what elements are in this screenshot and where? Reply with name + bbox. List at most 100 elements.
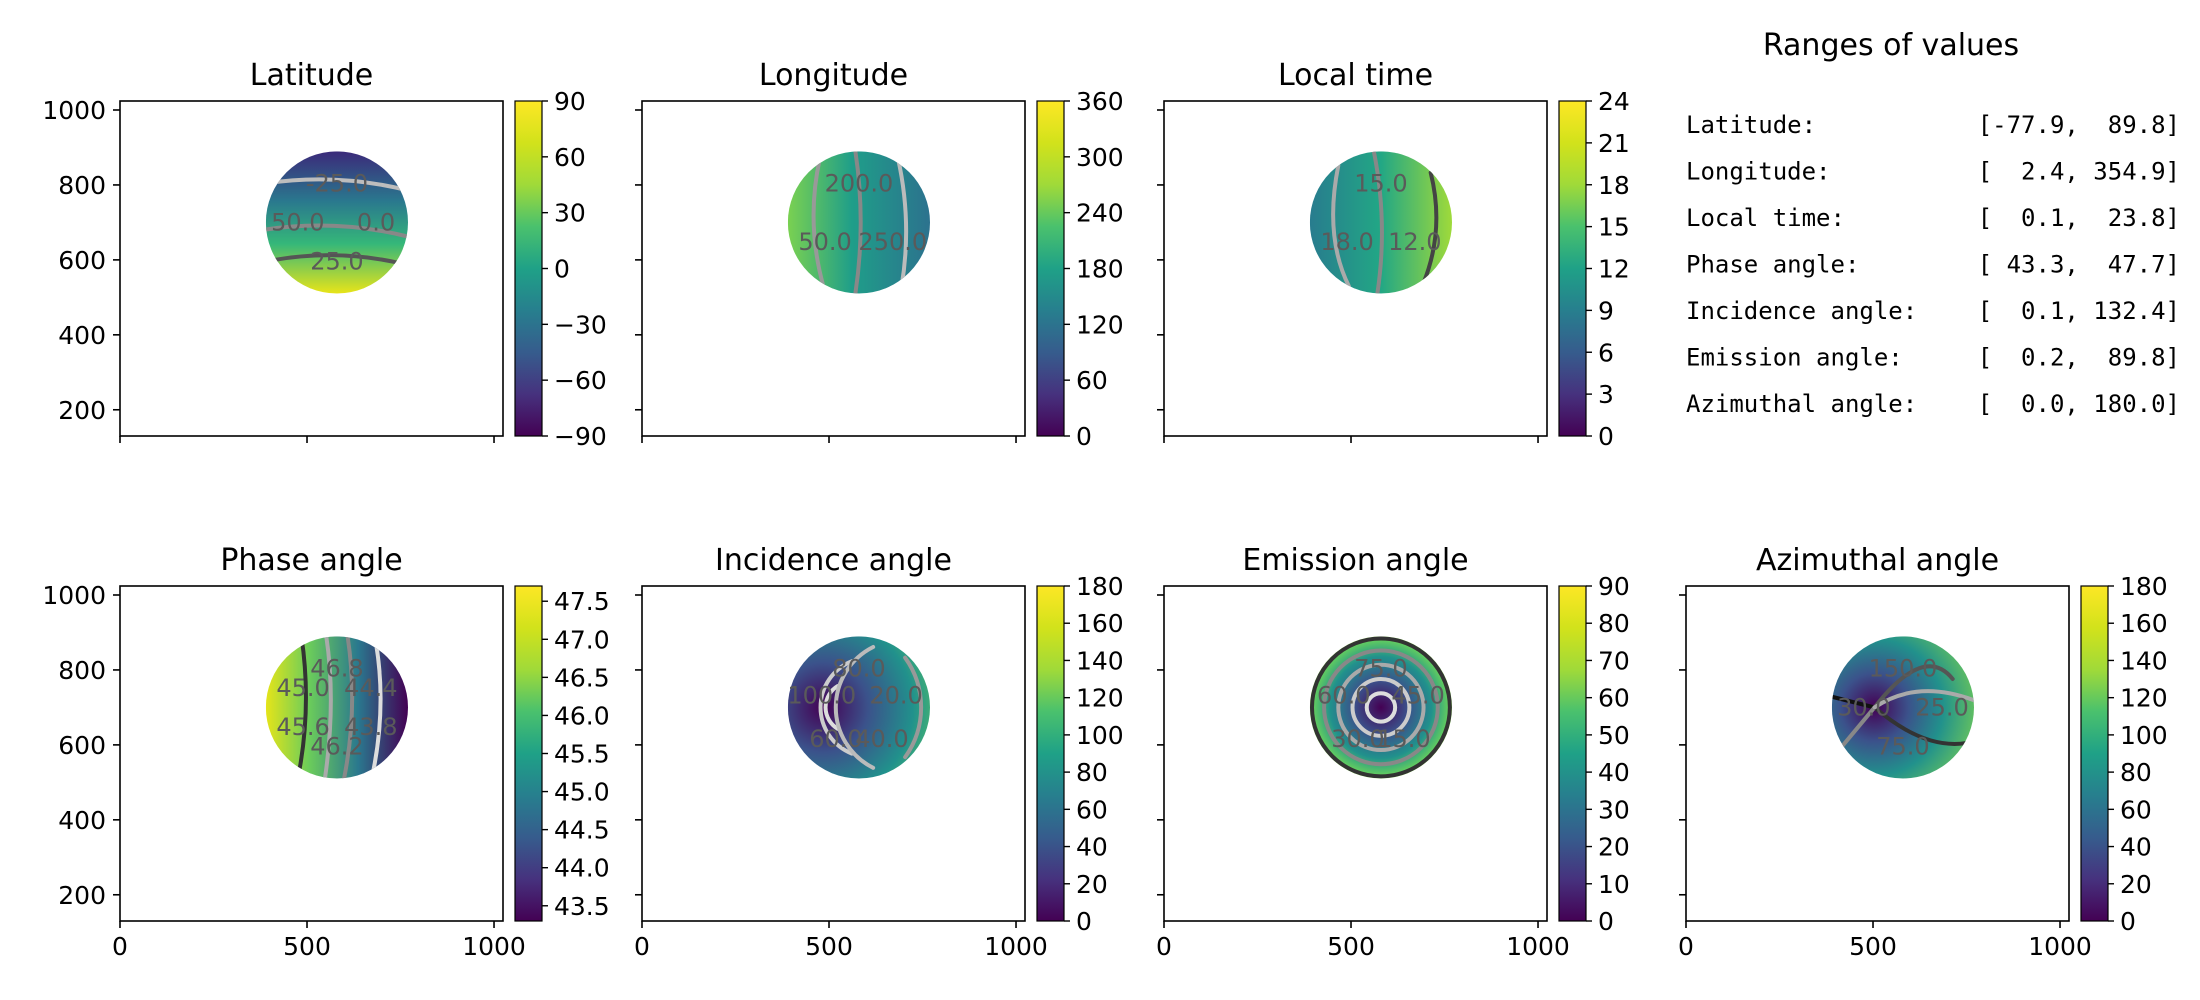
contour-label: 75.0 <box>1876 732 1929 760</box>
contour-label: 75.0 <box>1354 654 1407 682</box>
ranges-value: [ 0.0, 180.0] <box>1978 390 2180 418</box>
contour-label: 45.0 <box>276 674 329 702</box>
contour-line <box>1831 694 1877 710</box>
axes-frame <box>641 585 1026 922</box>
contour-line <box>1310 636 1452 779</box>
colorbar-tick-label: 45.0 <box>554 778 610 807</box>
contour-label: 25.0 <box>1915 693 1968 721</box>
colorbar-tick-label: 180 <box>2120 572 2168 601</box>
colorbar-tick-label: −30 <box>554 310 607 339</box>
colorbar-tick-label: 44.0 <box>554 854 610 883</box>
colorbar-tick-label: 50 <box>1598 721 1630 750</box>
contour-line <box>1336 662 1426 753</box>
y-tick-label: 400 <box>58 321 106 350</box>
contour-label: 60.0 <box>809 725 862 753</box>
colorbar-tick-label: 6 <box>1598 338 1614 367</box>
ranges-value: [ 0.1, 132.4] <box>1978 297 2180 325</box>
subplot-title: Longitude <box>759 58 908 93</box>
contour-label: 18.0 <box>1320 228 1373 256</box>
contour-line <box>370 641 383 777</box>
contour-line <box>320 636 333 779</box>
y-tick-label: 1000 <box>42 96 106 125</box>
x-tick-label: 1000 <box>984 932 1048 961</box>
contour-label: 25.0 <box>310 247 363 275</box>
y-tick-label: 200 <box>58 396 106 425</box>
colorbar-tick-label: −60 <box>554 366 607 395</box>
contour-label: 150.0 <box>1869 654 1938 682</box>
disk-image <box>1831 636 1974 779</box>
colorbar-tick-label: −90 <box>554 422 607 451</box>
colorbar <box>514 585 543 922</box>
colorbar <box>1036 585 1065 922</box>
contour-label: 45.0 <box>1391 681 1444 709</box>
contour-label: 12.0 <box>1388 228 1441 256</box>
colorbar-tick-label: 3 <box>1598 380 1614 409</box>
colorbar-tick-label: 40 <box>1598 758 1630 787</box>
contour-lines <box>295 636 383 779</box>
contour-line <box>1872 689 1974 710</box>
disk-image <box>1309 636 1452 779</box>
contour-line <box>1331 163 1351 289</box>
colorbar-tick-label: 30 <box>1598 795 1630 824</box>
colorbar-tick-label: 0 <box>554 255 570 284</box>
axes-frame <box>119 585 504 922</box>
axes-frame <box>641 100 1026 437</box>
contour-line <box>1322 648 1440 767</box>
contour-lines <box>1331 151 1439 294</box>
disk-image <box>265 636 408 779</box>
colorbar-tick-label: 180 <box>1076 572 1124 601</box>
contour-line <box>1836 705 1877 753</box>
colorbar <box>2080 585 2109 922</box>
colorbar <box>1036 100 1065 437</box>
contour-line <box>295 636 308 779</box>
colorbar-tick-label: 43.5 <box>554 892 610 921</box>
contour-line <box>1350 676 1412 738</box>
colorbar-tick-label: 60 <box>1076 795 1108 824</box>
contour-line <box>811 156 826 289</box>
colorbar-tick-label: 20 <box>2120 870 2152 899</box>
subplot-title: Incidence angle <box>715 543 952 578</box>
subplots: Latitude-25.00.025.050.02004006008001000… <box>42 58 2167 961</box>
contour-line <box>1421 170 1439 285</box>
axes-frame <box>1685 585 2070 922</box>
contour-label: 44.4 <box>344 674 397 702</box>
subplot-longitude: Longitude 200.0 250.050.0 360 300 240 180 120 60… <box>635 58 1124 451</box>
colorbar-tick-label: 0 <box>1598 422 1614 451</box>
colorbar-tick-label: 0 <box>2120 907 2136 936</box>
ranges-label: Incidence angle: <box>1686 297 1917 325</box>
colorbar <box>1558 100 1587 437</box>
colorbar-tick-label: 45.5 <box>554 740 610 769</box>
x-tick-label: 0 <box>634 932 650 961</box>
contour-line <box>1364 691 1398 724</box>
colorbar-tick-label: 60 <box>1598 684 1630 713</box>
subplot-latitude: Latitude-25.00.025.050.02004006008001000… <box>42 58 606 451</box>
ranges-value: [ 0.1, 23.8] <box>1978 204 2180 232</box>
contour-label: 45.6 <box>276 713 329 741</box>
colorbar-tick-label: 90 <box>1598 572 1630 601</box>
axes-frame <box>1163 585 1548 922</box>
ranges-value: [ 43.3, 47.7] <box>1978 251 2180 279</box>
colorbar-tick-label: 0 <box>1076 422 1092 451</box>
contour-label: 60.0 <box>1317 681 1370 709</box>
contour-label: 250.0 <box>858 228 927 256</box>
y-tick-label: 800 <box>58 171 106 200</box>
contour-line <box>342 636 355 779</box>
colorbar-tick-label: 80 <box>2120 758 2152 787</box>
colorbar-tick-label: 80 <box>1598 609 1630 638</box>
colorbar-tick-label: 120 <box>1076 310 1124 339</box>
colorbar-tick-label: 21 <box>1598 129 1630 158</box>
y-tick-label: 800 <box>58 656 106 685</box>
colorbar-tick-label: 240 <box>1076 199 1124 228</box>
colorbar-tick-label: 20 <box>1598 833 1630 862</box>
ranges-label: Latitude: <box>1686 111 1816 139</box>
colorbar-tick-label: 140 <box>2120 646 2168 675</box>
subplot-title: Latitude <box>250 58 373 93</box>
axes-frame <box>119 100 504 437</box>
contour-label: 200.0 <box>825 169 894 197</box>
y-tick-label: 600 <box>58 246 106 275</box>
x-tick-label: 500 <box>283 932 331 961</box>
colorbar-tick-label: 20 <box>1076 870 1108 899</box>
contour-label: 80.0 <box>832 654 885 682</box>
colorbar-tick-label: 160 <box>2120 609 2168 638</box>
